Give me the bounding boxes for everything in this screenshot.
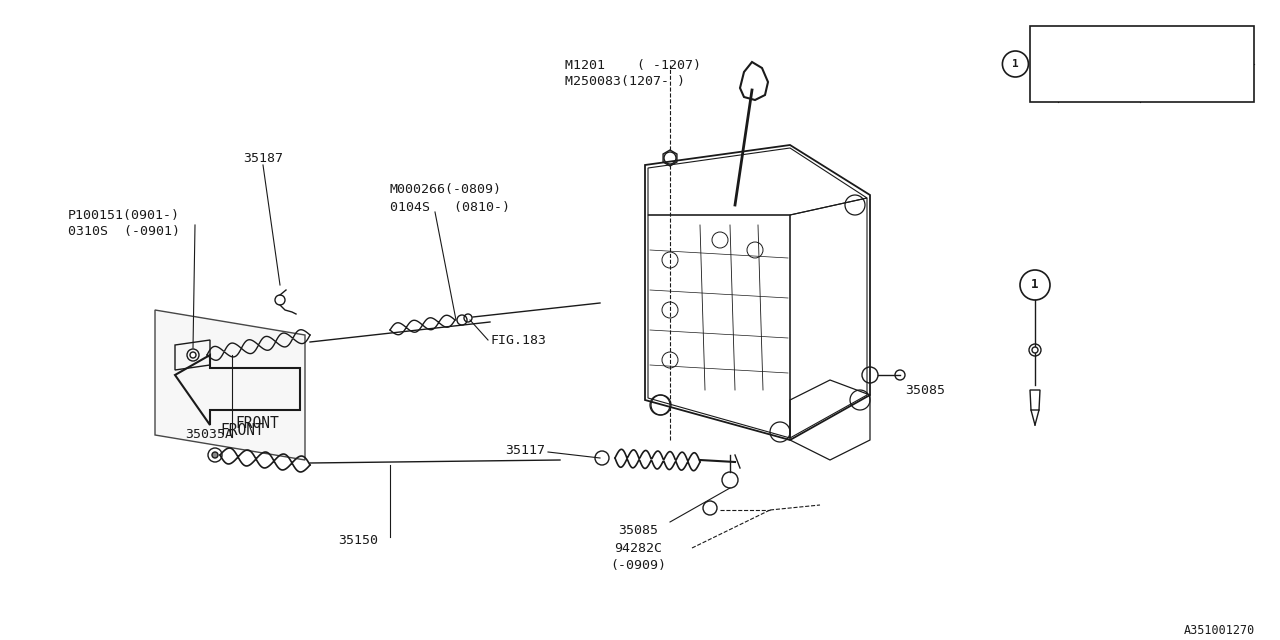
Text: 94282C: 94282C [614,541,662,554]
Text: (1209- ): (1209- ) [1144,78,1198,88]
Text: 35035A: 35035A [186,429,233,442]
Text: 35187: 35187 [243,152,283,164]
Circle shape [189,352,196,358]
Text: 35085: 35085 [905,383,945,397]
Text: 0104S   (0810-): 0104S (0810-) [390,200,509,214]
Text: 0310S  (-0901): 0310S (-0901) [68,225,180,239]
Text: M000266(-0809): M000266(-0809) [390,184,502,196]
Text: 1: 1 [1032,278,1039,291]
Text: ( -1209): ( -1209) [1144,40,1198,50]
Text: 35117: 35117 [506,444,545,456]
Circle shape [1032,347,1038,353]
Text: 35085: 35085 [618,524,658,536]
Text: FIG.183: FIG.183 [490,333,547,346]
Bar [1030,26,1254,102]
Text: W410038: W410038 [1062,40,1110,50]
Text: M1201    ( -1207): M1201 ( -1207) [564,58,701,72]
Text: M250083(1207- ): M250083(1207- ) [564,76,685,88]
Polygon shape [155,310,305,460]
Text: FRONT: FRONT [220,423,264,438]
Text: P100151(0901-): P100151(0901-) [68,209,180,221]
Text: 35150: 35150 [338,534,378,547]
Text: FRONT: FRONT [236,415,279,431]
Text: 1: 1 [1012,59,1019,69]
Text: (-0909): (-0909) [611,559,666,572]
Text: A351001270: A351001270 [1184,623,1254,637]
Circle shape [212,452,218,458]
Text: W410045: W410045 [1062,78,1110,88]
